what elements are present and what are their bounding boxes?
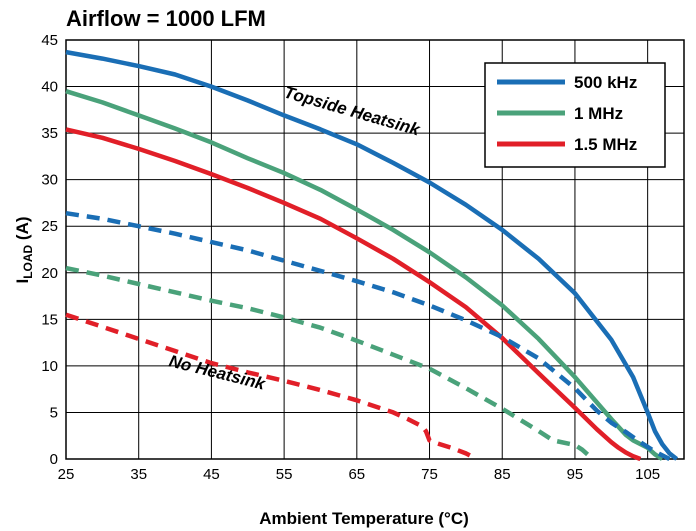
series-line-4	[65, 265, 595, 461]
series-line-5	[65, 312, 478, 462]
x-tick-label-7: 95	[567, 466, 584, 483]
y-axis-title-main: I	[13, 279, 32, 284]
x-tick-label-5: 75	[421, 466, 438, 483]
annotation-no-heatsink: No Heatsink	[167, 351, 268, 394]
y-tick-labels: 0 5 10 15 20 25 30 35 40 45	[41, 32, 58, 468]
series-line-0	[65, 49, 679, 461]
x-tick-label-2: 45	[203, 466, 220, 483]
x-tick-label-4: 65	[348, 466, 365, 483]
x-tick-label-6: 85	[494, 466, 511, 483]
x-tick-label-0: 25	[58, 466, 75, 483]
x-tick-label-1: 35	[130, 466, 147, 483]
y-tick-label-9: 45	[41, 32, 58, 49]
annotation-topside-heatsink: Topside Heatsink	[282, 83, 423, 140]
y-tick-label-3: 15	[41, 311, 58, 328]
legend-label-1: 1 MHz	[574, 104, 623, 123]
x-axis-title: Ambient Temperature (°C)	[259, 509, 469, 528]
y-tick-label-1: 5	[50, 404, 58, 421]
series-line-3	[65, 210, 671, 462]
y-tick-label-7: 35	[41, 125, 58, 142]
grid	[65, 39, 685, 460]
y-tick-label-4: 20	[41, 265, 58, 282]
chart-title: Airflow = 1000 LFM	[66, 6, 266, 31]
y-tick-label-0: 0	[50, 451, 58, 468]
y-axis-title: ILOAD (A)	[13, 216, 35, 283]
y-tick-label-5: 25	[41, 218, 58, 235]
y-axis-title-sub: LOAD	[21, 244, 35, 278]
x-tick-label-8: 105	[635, 466, 660, 483]
series-group	[65, 49, 679, 462]
legend-label-0: 500 kHz	[574, 73, 637, 92]
x-tick-label-3: 55	[276, 466, 293, 483]
series-line-2	[65, 127, 642, 462]
x-tick-labels: 25 35 45 55 65 75 85 95 105	[58, 466, 661, 483]
series-line-1	[65, 89, 664, 461]
legend: 500 kHz 1 MHz 1.5 MHz	[484, 62, 666, 168]
y-tick-label-8: 40	[41, 79, 58, 96]
y-tick-label-2: 10	[41, 358, 58, 375]
legend-label-2: 1.5 MHz	[574, 135, 637, 154]
plot-frame	[65, 39, 685, 460]
y-tick-label-6: 30	[41, 172, 58, 189]
y-axis-title-unit: (A)	[13, 216, 32, 244]
